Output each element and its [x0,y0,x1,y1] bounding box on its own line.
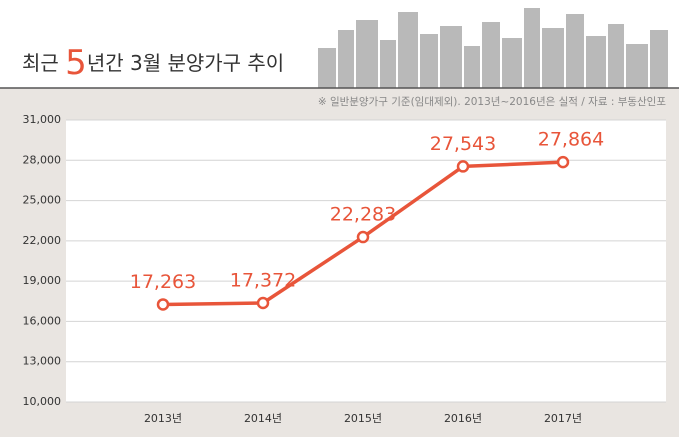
marker [156,298,170,311]
y-tick-label: 16,000 [23,314,62,327]
title-suffix: 년간 3월 분양가구 추이 [87,51,284,75]
value-label: 17,372 [230,270,296,292]
y-tick-label: 31,000 [23,113,62,126]
x-tick-label: 2013년 [144,412,182,425]
x-tick-label: 2016년 [444,412,482,425]
note: ※ 일반분양가구 기준(임대제외). 2013년~2016년은 실적 / 자료 … [318,95,667,108]
marker [456,160,470,173]
value-label: 27,543 [430,133,496,155]
chart-title: 최근 5년간 3월 분양가구 추이 [22,43,284,83]
y-tick-label: 19,000 [23,274,62,287]
value-label: 22,283 [330,204,396,226]
title-highlight: 5 [65,43,87,83]
x-tick-label: 2017년 [544,412,582,425]
x-tick-label: 2015년 [344,412,382,425]
y-tick-label: 28,000 [23,153,62,166]
value-label: 17,263 [130,271,196,293]
plot-area [66,120,666,402]
marker [356,230,370,244]
marker [256,296,270,310]
value-label: 27,864 [538,129,604,151]
marker [556,155,570,169]
skyline [318,8,668,88]
y-tick-label: 25,000 [23,194,62,207]
x-tick-label: 2014년 [244,412,282,425]
y-tick-label: 13,000 [23,355,62,368]
title-prefix: 최근 [22,51,65,75]
y-tick-label: 10,000 [23,395,62,408]
y-tick-label: 22,000 [23,234,62,247]
